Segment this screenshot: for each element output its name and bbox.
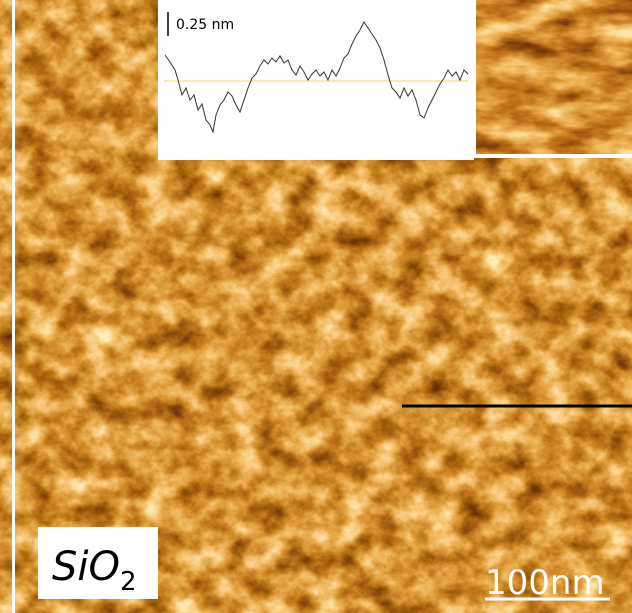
divider xyxy=(474,154,632,158)
divider xyxy=(12,0,15,613)
sample-subscript: 2 xyxy=(120,567,137,597)
afm-inset-image xyxy=(476,0,632,154)
left-strip xyxy=(0,0,12,613)
sample-formula: SiO xyxy=(52,544,120,590)
afm-figure: 0.25 nm SiO2 100nm xyxy=(0,0,632,613)
scale-bar-label: 100nm xyxy=(485,563,605,603)
page: 0.25 nm SiO2 100nm (() => { const data =… xyxy=(0,0,632,613)
profile-scale-label: 0.25 nm xyxy=(176,17,234,33)
